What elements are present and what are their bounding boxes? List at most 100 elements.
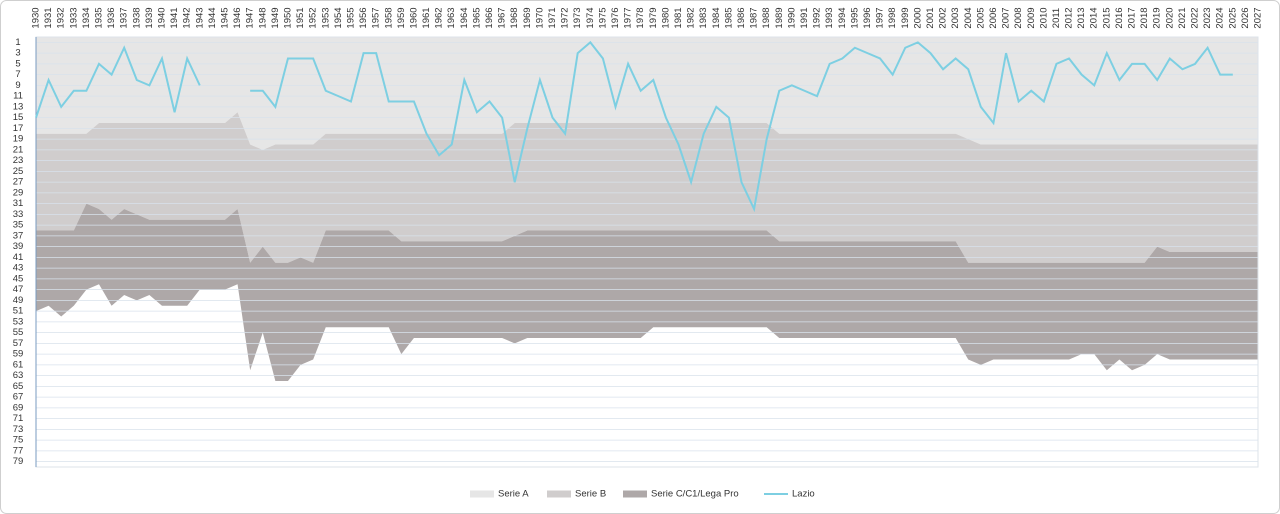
x-tick-label: 2009 — [1026, 7, 1037, 28]
x-tick-label: 2017 — [1127, 7, 1138, 28]
x-tick-label: 1996 — [862, 7, 873, 28]
x-tick-label: 2016 — [1114, 7, 1125, 28]
x-tick-label: 1965 — [471, 7, 482, 28]
y-tick-label: 57 — [13, 338, 24, 349]
x-tick-label: 1967 — [497, 7, 508, 28]
x-tick-label: 1990 — [786, 7, 797, 28]
x-tick-label: 2018 — [1139, 7, 1150, 28]
x-tick-label: 2019 — [1152, 7, 1163, 28]
y-tick-label: 27 — [13, 177, 24, 188]
x-tick-label: 1946 — [232, 7, 243, 28]
y-tick-label: 7 — [15, 69, 20, 80]
y-tick-label: 35 — [13, 220, 24, 231]
x-tick-label: 1947 — [245, 7, 256, 28]
x-tick-label: 1972 — [560, 7, 571, 28]
y-tick-label: 65 — [13, 381, 24, 392]
x-tick-label: 1989 — [774, 7, 785, 28]
x-tick-label: 2026 — [1240, 7, 1251, 28]
x-tick-label: 1945 — [219, 7, 230, 28]
x-tick-label: 1977 — [623, 7, 634, 28]
x-tick-label: 1958 — [383, 7, 394, 28]
x-tick-label: 2025 — [1227, 7, 1238, 28]
x-tick-label: 2027 — [1253, 7, 1264, 28]
x-tick-label: 1937 — [119, 7, 130, 28]
x-tick-label: 1940 — [156, 7, 167, 28]
y-tick-label: 11 — [13, 91, 23, 102]
y-tick-label: 55 — [13, 327, 24, 338]
y-tick-label: 21 — [13, 144, 24, 155]
x-tick-label: 1951 — [295, 7, 306, 28]
y-tick-label: 51 — [13, 306, 24, 317]
y-tick-label: 23 — [13, 155, 24, 166]
x-tick-label: 1955 — [345, 7, 356, 28]
x-tick-label: 2021 — [1177, 7, 1188, 28]
x-tick-label: 2006 — [988, 7, 999, 28]
x-tick-label: 1959 — [396, 7, 407, 28]
x-tick-label: 1975 — [597, 7, 608, 28]
x-tick-label: 1941 — [169, 7, 180, 28]
y-tick-label: 15 — [13, 112, 24, 123]
x-tick-label: 1971 — [547, 7, 558, 28]
x-tick-label: 2020 — [1164, 7, 1175, 28]
y-tick-label: 71 — [13, 413, 24, 424]
x-tick-label: 1939 — [144, 7, 155, 28]
legend-label: Serie C/C1/Lega Pro — [651, 489, 739, 500]
x-tick-label: 1970 — [534, 7, 545, 28]
legend-label: Serie A — [498, 489, 529, 500]
x-tick-label: 1935 — [94, 7, 105, 28]
x-tick-label: 2012 — [1064, 7, 1075, 28]
y-tick-label: 67 — [13, 392, 24, 403]
y-tick-label: 13 — [13, 101, 24, 112]
x-tick-label: 1979 — [648, 7, 659, 28]
y-tick-label: 17 — [13, 123, 24, 134]
x-tick-label: 2022 — [1190, 7, 1201, 28]
y-tick-label: 77 — [13, 445, 24, 456]
legend-swatch — [547, 490, 571, 498]
x-tick-label: 2023 — [1202, 7, 1213, 28]
x-tick-label: 1993 — [824, 7, 835, 28]
y-tick-label: 43 — [13, 263, 24, 274]
y-tick-label: 1 — [15, 37, 20, 48]
x-tick-label: 1957 — [371, 7, 382, 28]
x-tick-label: 1960 — [408, 7, 419, 28]
x-tick-label: 1952 — [308, 7, 319, 28]
y-tick-label: 5 — [15, 58, 20, 69]
x-tick-label: 1992 — [812, 7, 823, 28]
x-tick-label: 2005 — [975, 7, 986, 28]
x-tick-label: 1943 — [194, 7, 205, 28]
x-tick-label: 1986 — [736, 7, 747, 28]
x-tick-label: 2011 — [1051, 8, 1062, 28]
x-tick-label: 2004 — [963, 7, 974, 28]
x-tick-label: 1997 — [875, 7, 886, 28]
x-tick-label: 2002 — [938, 7, 949, 28]
x-tick-label: 1973 — [572, 7, 583, 28]
x-tick-label: 1961 — [421, 7, 432, 28]
x-tick-label: 1968 — [509, 7, 520, 28]
x-tick-label: 1991 — [799, 7, 810, 28]
y-tick-label: 9 — [15, 80, 20, 91]
x-tick-label: 1998 — [887, 7, 898, 28]
legend-swatch — [623, 490, 647, 498]
x-tick-label: 1933 — [68, 7, 79, 28]
x-tick-label: 2007 — [1001, 7, 1012, 28]
y-tick-label: 25 — [13, 166, 24, 177]
x-tick-label: 1999 — [900, 7, 911, 28]
x-tick-label: 1976 — [610, 7, 621, 28]
y-tick-label: 49 — [13, 295, 24, 306]
x-tick-label: 1931 — [43, 7, 54, 28]
y-tick-label: 19 — [13, 134, 24, 145]
x-tick-label: 1964 — [459, 7, 470, 28]
y-tick-label: 63 — [13, 370, 24, 381]
x-tick-label: 1930 — [31, 7, 42, 28]
y-tick-label: 41 — [13, 252, 24, 263]
x-tick-label: 1988 — [761, 7, 772, 28]
x-tick-label: 2008 — [1013, 7, 1024, 28]
y-tick-label: 47 — [13, 284, 24, 295]
x-tick-label: 2015 — [1101, 7, 1112, 28]
x-tick-label: 2013 — [1076, 7, 1087, 28]
x-tick-label: 1950 — [282, 7, 293, 28]
y-tick-label: 29 — [13, 187, 24, 198]
y-tick-label: 37 — [13, 230, 24, 241]
y-tick-label: 39 — [13, 241, 24, 252]
